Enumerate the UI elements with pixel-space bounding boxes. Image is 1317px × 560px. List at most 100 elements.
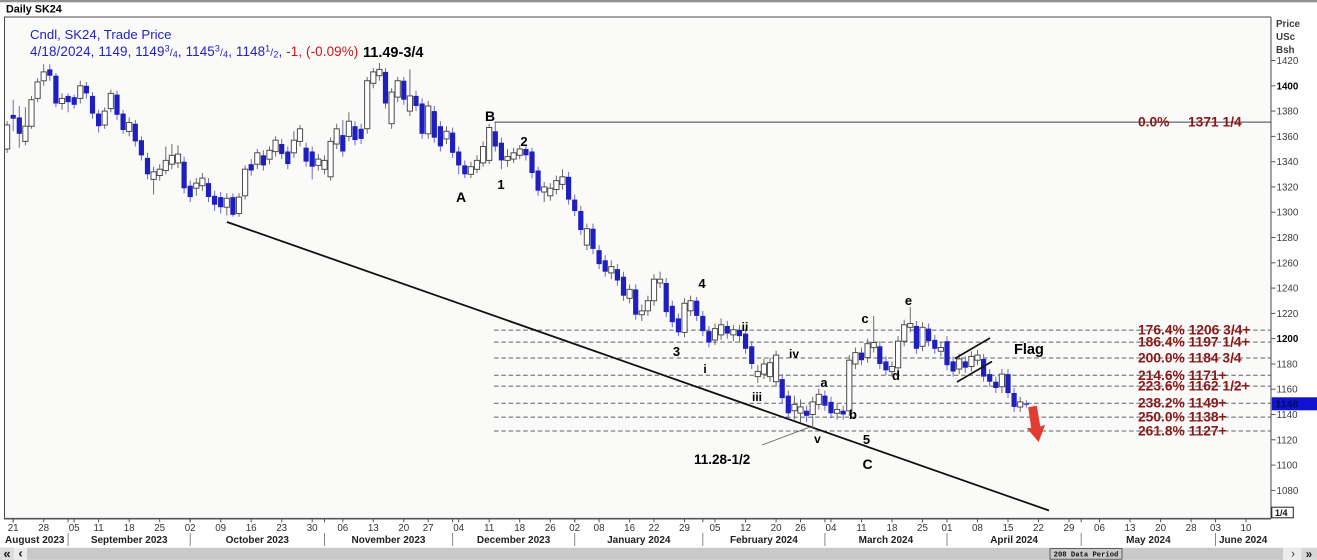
svg-text:29: 29 — [1064, 523, 1075, 534]
svg-text:0.0%1371 1/4: 0.0% 1371 1/4 — [1138, 115, 1242, 130]
svg-text:November 2023: November 2023 — [352, 535, 426, 546]
svg-text:1260: 1260 — [1277, 258, 1299, 269]
svg-text:29: 29 — [679, 523, 690, 534]
svg-text:18: 18 — [124, 523, 135, 534]
svg-text:1140: 1140 — [1277, 410, 1299, 421]
svg-text:B: B — [485, 108, 495, 124]
svg-text:Flag: Flag — [1014, 342, 1044, 358]
svg-text:v: v — [814, 432, 821, 446]
svg-text:11: 11 — [94, 523, 104, 534]
svg-text:USc: USc — [1276, 32, 1296, 43]
svg-text:e: e — [905, 293, 912, 308]
svg-text:Daily SK24: Daily SK24 — [6, 4, 62, 16]
svg-text:1320: 1320 — [1277, 182, 1299, 193]
svg-text:1100: 1100 — [1277, 461, 1299, 472]
svg-text:16: 16 — [246, 523, 257, 534]
svg-text:02: 02 — [185, 523, 196, 534]
svg-text:18: 18 — [887, 523, 898, 534]
svg-text:1280: 1280 — [1277, 233, 1299, 244]
svg-text:1360: 1360 — [1277, 132, 1299, 143]
svg-text:October 2023: October 2023 — [226, 535, 290, 546]
svg-text:28: 28 — [1186, 523, 1197, 534]
svg-text:1380: 1380 — [1277, 107, 1299, 118]
svg-text:05: 05 — [710, 523, 721, 534]
svg-text:28: 28 — [38, 523, 49, 534]
svg-text:August 2023: August 2023 — [5, 535, 65, 546]
svg-text:08: 08 — [594, 523, 605, 534]
svg-text:«: « — [3, 546, 10, 560]
svg-text:223.6% 1162 1/2+: 223.6% 1162 1/2+ — [1138, 379, 1250, 394]
svg-text:1120: 1120 — [1277, 435, 1299, 446]
svg-text:i: i — [703, 362, 706, 376]
svg-text:20: 20 — [1155, 523, 1166, 534]
svg-text:September 2023: September 2023 — [91, 535, 168, 546]
svg-text:238.2% 1149+: 238.2% 1149+ — [1138, 396, 1227, 411]
svg-text:Cndl, SK24, Trade Price: Cndl, SK24, Trade Price — [30, 27, 171, 42]
svg-text:March 2024: March 2024 — [859, 535, 914, 546]
svg-text:3: 3 — [673, 344, 680, 359]
svg-text:1148: 1148 — [1276, 399, 1299, 411]
svg-text:02: 02 — [569, 523, 580, 534]
svg-text:1400: 1400 — [1277, 81, 1299, 92]
svg-text:04: 04 — [826, 523, 837, 534]
svg-text:1: 1 — [497, 177, 504, 192]
svg-text:b: b — [849, 407, 857, 422]
svg-text:16: 16 — [624, 523, 635, 534]
svg-text:iii: iii — [752, 390, 762, 404]
svg-text:February 2024: February 2024 — [730, 535, 798, 546]
svg-text:»: » — [1306, 549, 1312, 560]
svg-text:12: 12 — [740, 523, 751, 534]
svg-text:10: 10 — [1241, 523, 1252, 534]
svg-text:25: 25 — [154, 523, 165, 534]
svg-text:11.49-3/4: 11.49-3/4 — [363, 45, 423, 61]
svg-text:214.6% 1171+: 214.6% 1171+ — [1138, 368, 1227, 383]
svg-text:A: A — [456, 189, 466, 205]
svg-text:11: 11 — [856, 523, 866, 534]
svg-text:208 Data Period: 208 Data Period — [1054, 551, 1119, 559]
svg-text:176.4% 1206 3/4+: 176.4% 1206 3/4+ — [1138, 323, 1250, 338]
svg-text:04: 04 — [453, 523, 464, 534]
svg-text:20: 20 — [398, 523, 409, 534]
svg-text:Bsh: Bsh — [1276, 45, 1295, 56]
svg-text:15: 15 — [1003, 523, 1014, 534]
svg-text:26: 26 — [795, 523, 806, 534]
svg-text:21: 21 — [8, 523, 19, 534]
svg-text:Price: Price — [1276, 19, 1301, 30]
svg-text:261.8% 1127+: 261.8% 1127+ — [1138, 424, 1227, 439]
svg-text:a: a — [820, 375, 828, 390]
svg-text:27: 27 — [423, 523, 434, 534]
svg-text:4: 4 — [698, 276, 706, 291]
svg-text:‹: ‹ — [18, 546, 22, 560]
svg-text:200.0% 1184 3/4: 200.0% 1184 3/4 — [1138, 351, 1242, 366]
svg-text:22: 22 — [1033, 523, 1044, 534]
svg-text:4/18/2024, 1149, 11493/4, 1145: 4/18/2024, 1149, 11493/4, 11453/4, 11481… — [30, 44, 358, 60]
svg-text:06: 06 — [1094, 523, 1105, 534]
svg-text:C: C — [862, 456, 872, 472]
svg-text:1340: 1340 — [1277, 157, 1299, 168]
svg-text:250.0% 1138+: 250.0% 1138+ — [1138, 410, 1227, 425]
svg-text:1200: 1200 — [1277, 334, 1299, 345]
svg-text:30: 30 — [307, 523, 318, 534]
svg-text:22: 22 — [649, 523, 660, 534]
svg-text:23: 23 — [276, 523, 287, 534]
svg-text:1220: 1220 — [1277, 309, 1299, 320]
svg-text:1240: 1240 — [1277, 284, 1299, 295]
svg-text:1160: 1160 — [1277, 385, 1299, 396]
svg-text:186.4% 1197 1/4+: 186.4% 1197 1/4+ — [1138, 335, 1250, 350]
svg-text:05: 05 — [69, 523, 80, 534]
svg-text:ii: ii — [742, 320, 749, 334]
svg-text:c: c — [861, 311, 868, 326]
svg-text:1180: 1180 — [1277, 360, 1299, 371]
svg-text:2: 2 — [520, 134, 527, 149]
svg-text:25: 25 — [917, 523, 928, 534]
svg-text:May 2024: May 2024 — [1126, 535, 1171, 546]
svg-text:20: 20 — [771, 523, 782, 534]
svg-text:5: 5 — [863, 432, 870, 447]
svg-text:January 2024: January 2024 — [607, 535, 671, 546]
svg-text:d: d — [892, 368, 900, 383]
svg-text:06: 06 — [337, 523, 348, 534]
svg-text:13: 13 — [1125, 523, 1136, 534]
svg-text:09: 09 — [215, 523, 226, 534]
svg-text:26: 26 — [545, 523, 556, 534]
svg-text:1080: 1080 — [1277, 486, 1299, 497]
